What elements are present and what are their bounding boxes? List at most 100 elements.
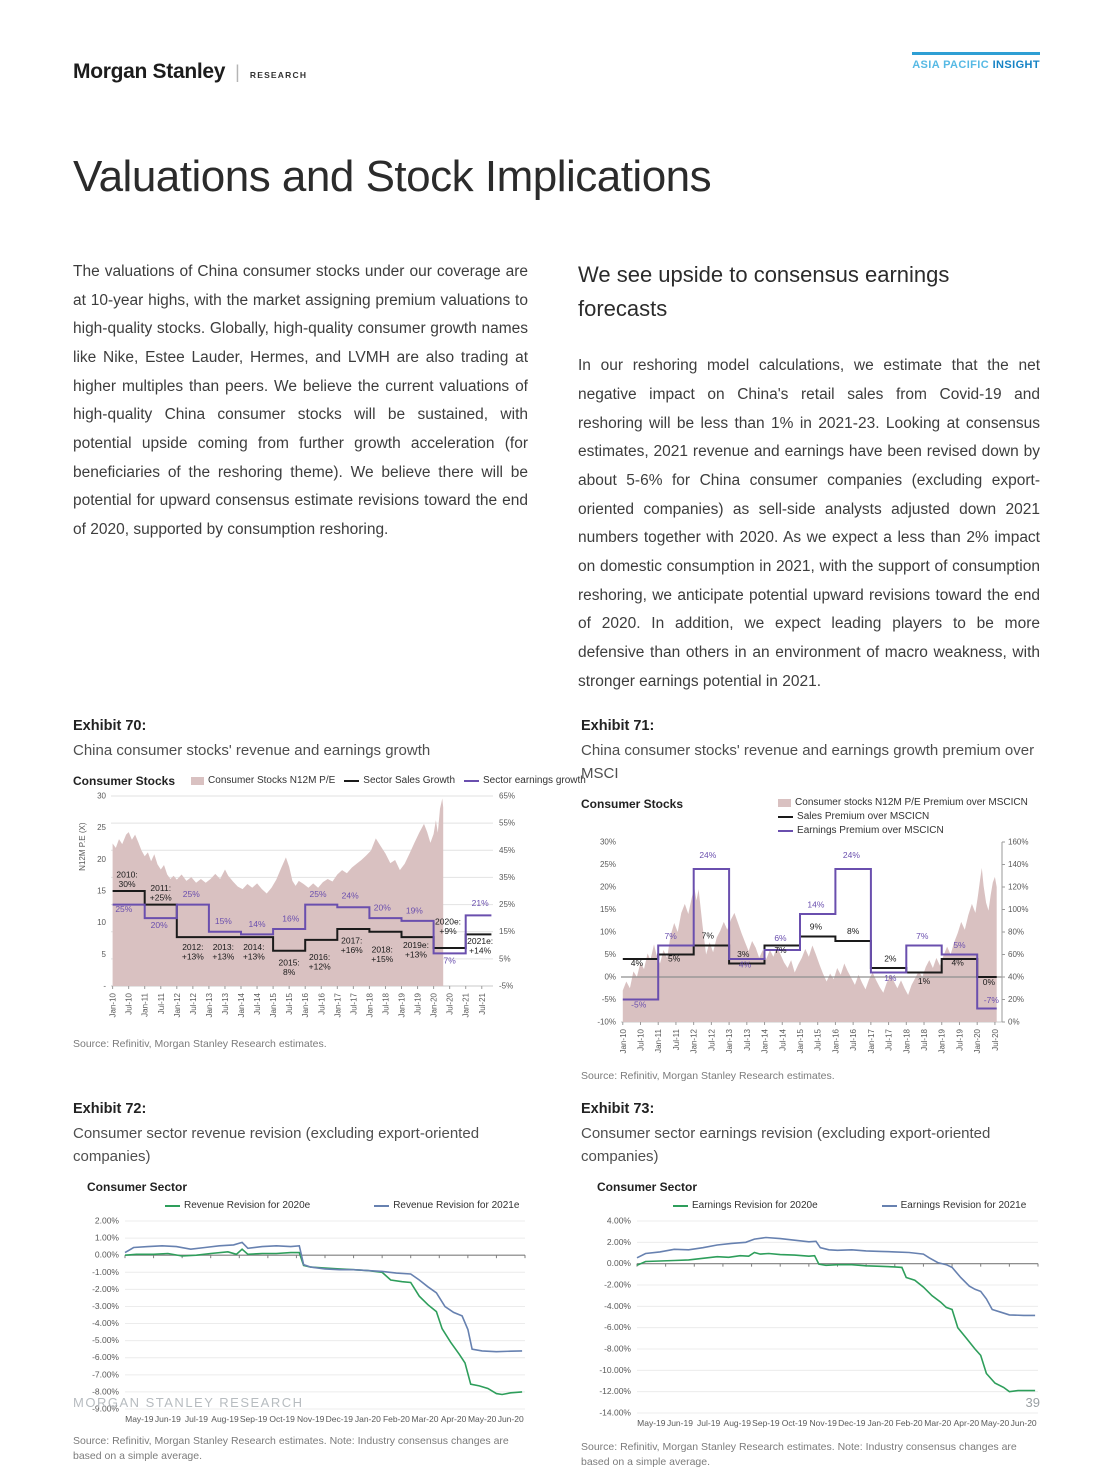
svg-text:Jul-21: Jul-21 [478,993,487,1015]
svg-text:Sep-19: Sep-19 [240,1414,268,1424]
svg-text:+15%: +15% [371,954,393,964]
legend-swatch-line [165,1204,180,1207]
exhibit-70-label: Exhibit 70: [73,718,147,735]
svg-text:Jan-12: Jan-12 [690,1029,699,1054]
svg-text:May-20: May-20 [981,1418,1010,1428]
svg-text:8%: 8% [847,926,860,936]
legend-item: Sector earnings growth [464,775,586,786]
legend-swatch-line [464,779,480,782]
exhibit-70-caption: China consumer stocks' revenue and earni… [73,742,431,760]
svg-text:60%: 60% [1008,950,1024,959]
svg-text:Feb-20: Feb-20 [383,1414,410,1424]
svg-text:5: 5 [102,950,107,959]
exhibit-71-chart: 30% 25% 20% 15% 10% 5% 0% -5% -10% 160% 140% 120% 10… [581,836,1046,1066]
svg-text:Jan-19: Jan-19 [398,993,407,1018]
svg-text:-2.00%: -2.00% [92,1284,119,1294]
svg-text:Jan-16: Jan-16 [831,1029,840,1054]
svg-text:Jul-15: Jul-15 [285,993,294,1015]
svg-text:Jul-20: Jul-20 [446,993,455,1015]
svg-text:19%: 19% [406,906,423,916]
legend-swatch-area [778,798,792,807]
svg-text:Jan-10: Jan-10 [109,993,118,1018]
exhibit-71-legend: Consumer stocks N12M P/E Premium over MS… [778,797,1028,836]
svg-text:+16%: +16% [341,945,363,955]
svg-text:Jan-19: Jan-19 [938,1029,947,1054]
svg-text:20%: 20% [600,883,616,892]
page-header: Morgan Stanley | RESEARCH ASIA PACIFIC I… [73,52,1040,84]
svg-text:2018:: 2018: [372,945,393,955]
exhibit-73: Exhibit 73: Consumer sector earnings rev… [581,1101,1046,1468]
svg-text:Apr-20: Apr-20 [441,1414,467,1424]
section-heading: We see upside to consensus earnings fore… [578,262,950,322]
svg-text:24%: 24% [843,850,860,860]
svg-text:-5.00%: -5.00% [92,1336,119,1346]
svg-text:Nov-19: Nov-19 [809,1418,837,1428]
svg-text:0%: 0% [604,973,616,982]
svg-text:Apr-20: Apr-20 [954,1418,980,1428]
svg-text:+13%: +13% [405,950,427,960]
svg-text:2%: 2% [884,954,897,964]
svg-text:25%: 25% [600,860,616,869]
legend-swatch-line [778,815,794,818]
svg-text:2020e:: 2020e: [435,917,461,927]
svg-text:3%: 3% [737,949,750,959]
svg-text:20%: 20% [1008,995,1024,1004]
svg-text:Jun-20: Jun-20 [498,1414,524,1424]
svg-text:-9.00%: -9.00% [92,1404,119,1414]
svg-text:+14%: +14% [469,946,491,956]
svg-text:4.00%: 4.00% [607,1216,632,1226]
svg-text:-6.00%: -6.00% [92,1353,119,1363]
svg-text:2015:: 2015: [279,958,300,968]
exhibit-72-caption: Consumer sector revenue revision (exclud… [73,1125,480,1166]
svg-text:45%: 45% [499,846,515,855]
svg-text:4%: 4% [739,960,752,970]
svg-text:-5%: -5% [602,995,616,1004]
right-column: We see upside to consensus earnings fore… [578,258,1040,696]
svg-text:5%: 5% [953,940,966,950]
svg-text:30%: 30% [119,879,136,889]
svg-text:25%: 25% [310,889,327,899]
svg-text:Jul-10: Jul-10 [636,1029,645,1051]
svg-text:Jan-21: Jan-21 [462,993,471,1018]
legend-swatch-area [191,776,205,785]
svg-text:N12M P.E (X): N12M P.E (X) [78,822,87,871]
report-series-badge: ASIA PACIFIC INSIGHT [912,52,1040,71]
svg-text:25%: 25% [115,904,132,914]
footer-brand-label: MORGAN STANLEY RESEARCH [73,1395,304,1410]
exhibit-70-chart-title: Consumer Stocks [73,774,176,789]
svg-text:7%: 7% [702,931,715,941]
svg-text:65%: 65% [499,792,515,801]
svg-text:6%: 6% [774,933,787,943]
svg-text:140%: 140% [1008,860,1028,869]
svg-text:30: 30 [97,792,106,801]
legend-item: Revenue Revision for 2021e [374,1200,519,1211]
svg-text:Jul-11: Jul-11 [157,993,166,1015]
svg-text:Oct-19: Oct-19 [782,1418,808,1428]
svg-text:1%: 1% [884,973,897,983]
brand-logo: Morgan Stanley [73,60,226,83]
svg-text:0%: 0% [1008,1018,1020,1027]
svg-text:14%: 14% [807,900,824,910]
svg-text:0.00%: 0.00% [607,1259,632,1269]
legend-swatch-line [778,829,794,832]
svg-text:Jul-16: Jul-16 [849,1029,858,1051]
exhibit-72-legend: Revenue Revision for 2020e Revenue Revisi… [165,1200,533,1211]
svg-text:Feb-20: Feb-20 [896,1418,923,1428]
exhibit-72-label: Exhibit 72: [73,1101,147,1118]
page-footer: MORGAN STANLEY RESEARCH 39 [73,1395,1040,1410]
svg-text:-5%: -5% [499,982,513,991]
svg-text:-10.00%: -10.00% [599,1365,631,1375]
legend-item: Consumer stocks N12M P/E Premium over MS… [778,797,1028,808]
svg-text:2021e:: 2021e: [467,936,493,946]
exhibit-73-chart-header: Consumer Sector [597,1180,1046,1194]
svg-text:2019e:: 2019e: [403,940,429,950]
svg-text:5%: 5% [604,950,616,959]
exhibits-row-2: Exhibit 72: Consumer sector revenue revi… [73,1101,1040,1468]
svg-text:120%: 120% [1008,883,1028,892]
exhibits-row-1: Exhibit 70: China consumer stocks' reven… [73,718,1040,1083]
svg-text:15%: 15% [499,927,515,936]
two-column-body: The valuations of China consumer stocks … [73,258,1040,696]
svg-text:Jan-13: Jan-13 [205,993,214,1018]
svg-text:16%: 16% [282,914,299,924]
svg-text:2013:: 2013: [213,942,234,952]
